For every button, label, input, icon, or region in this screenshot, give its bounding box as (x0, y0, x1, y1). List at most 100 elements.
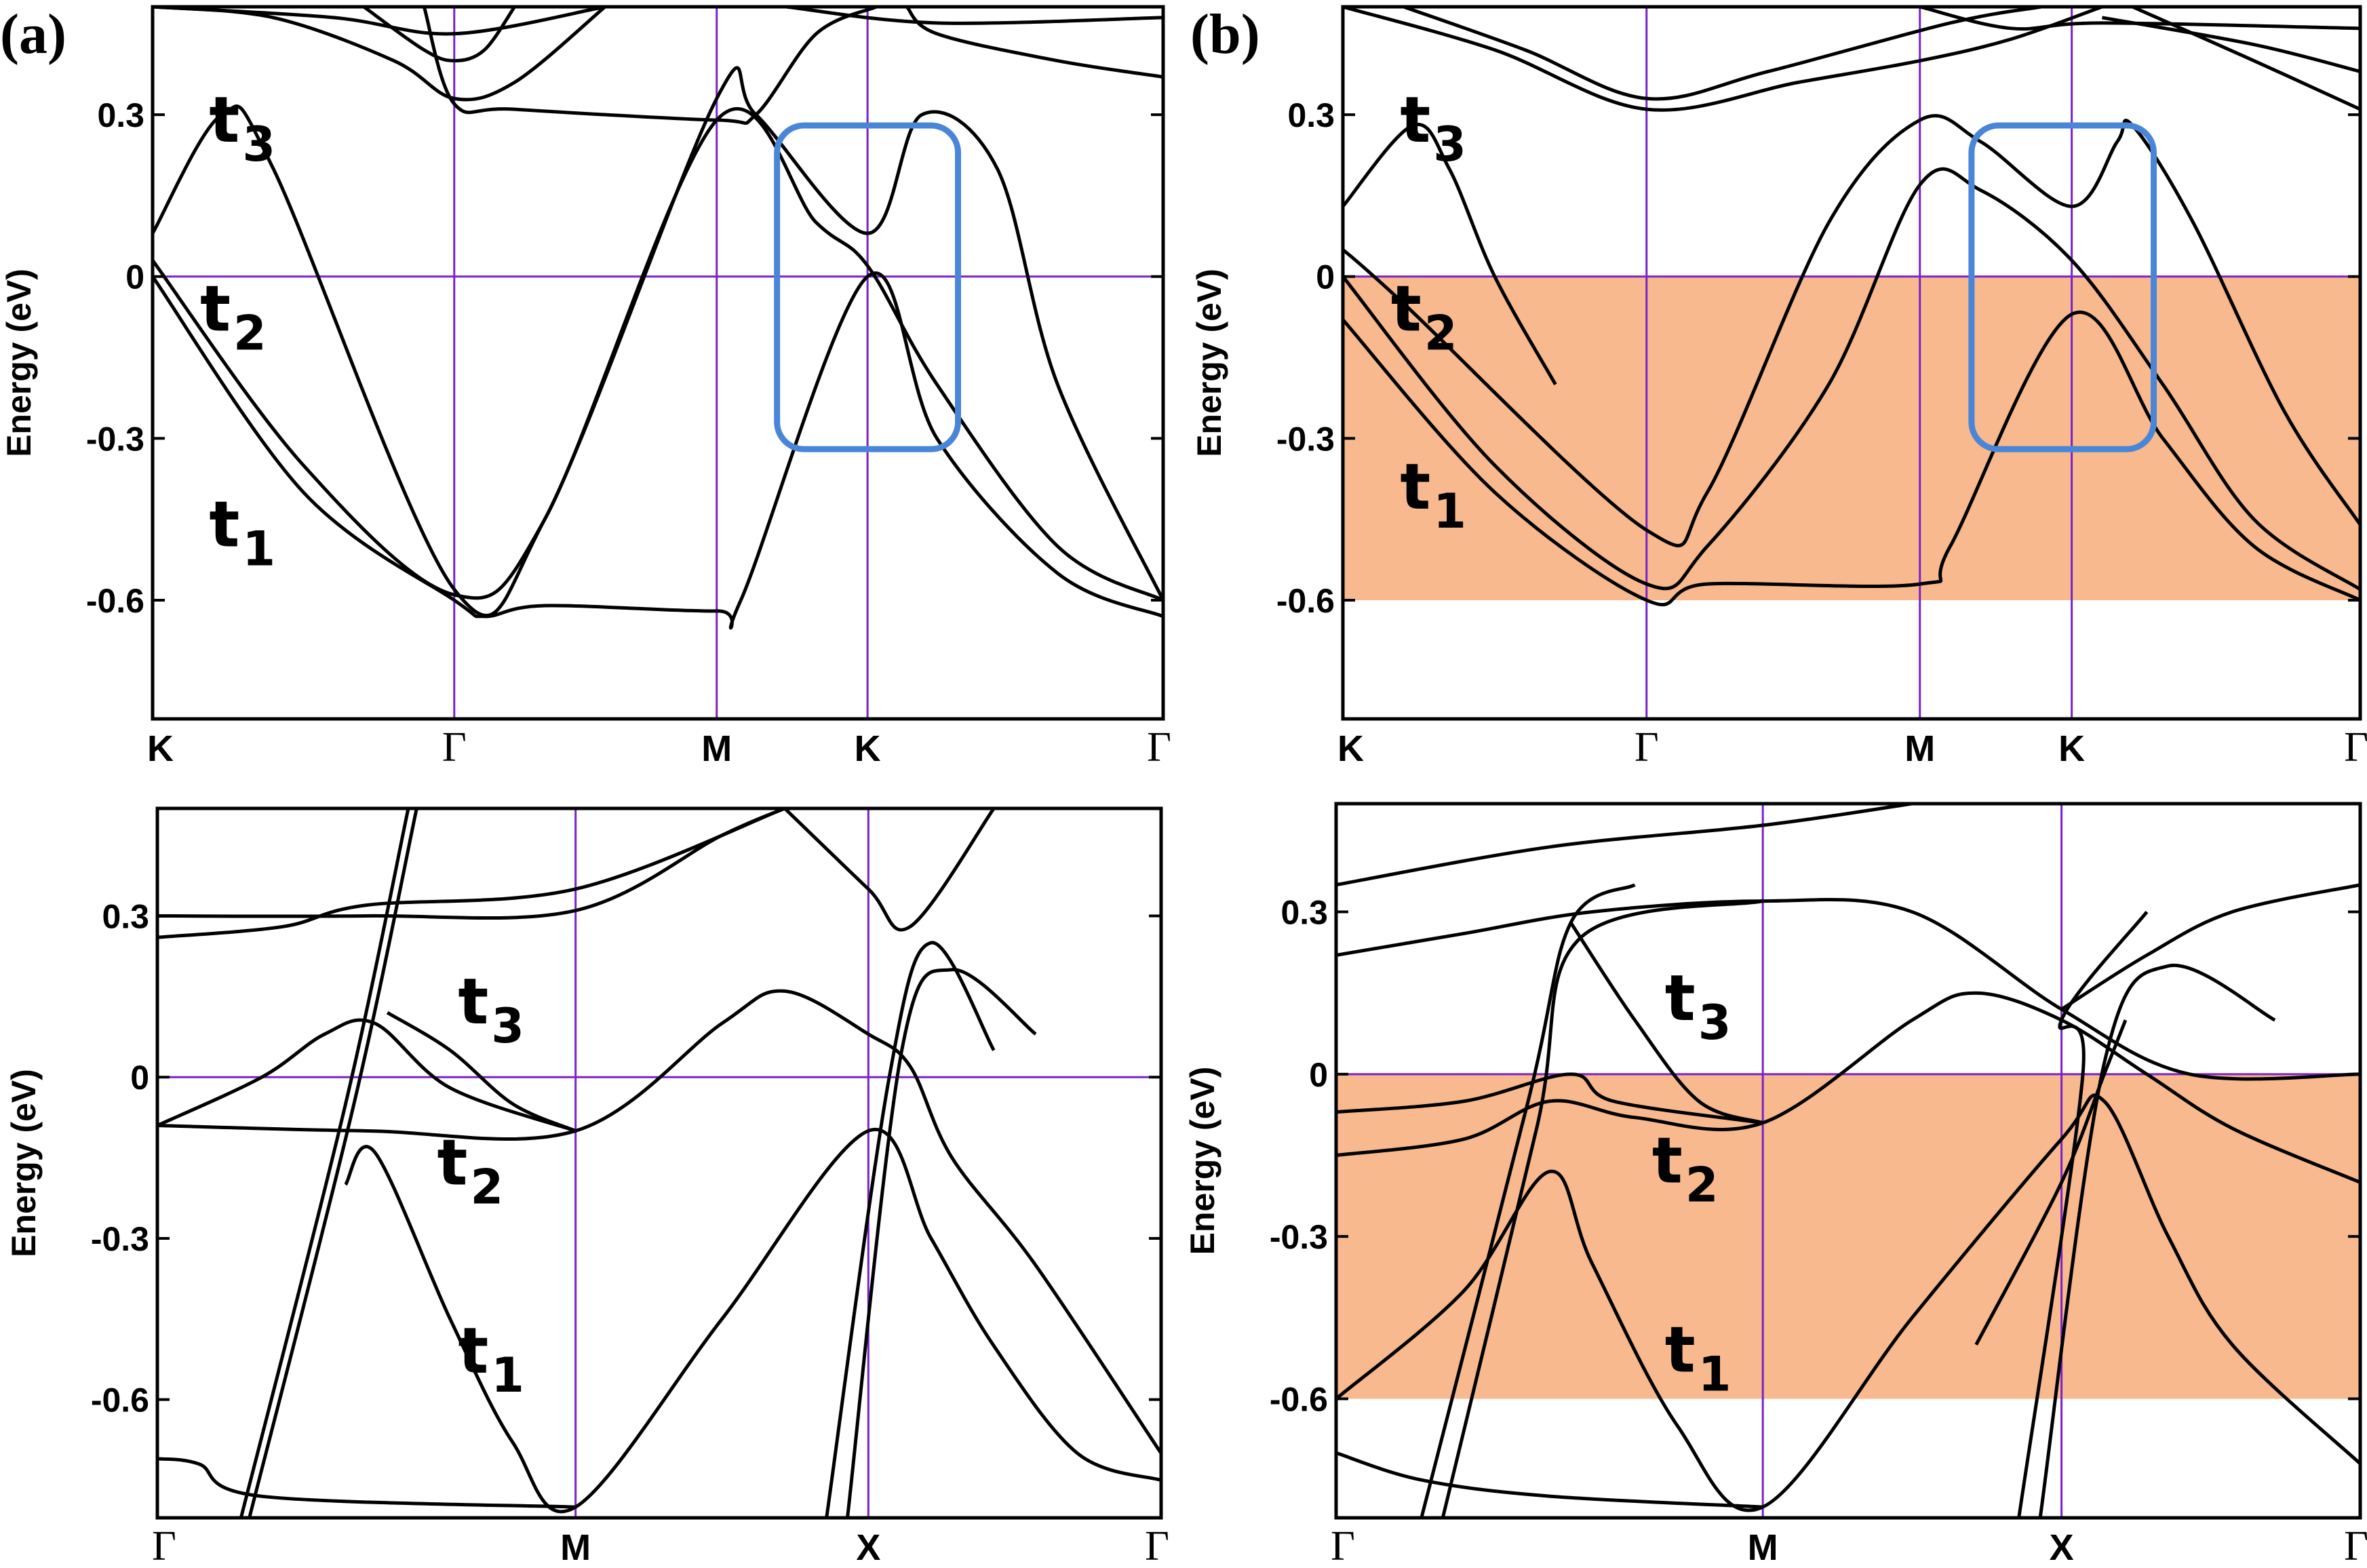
band-t3 (153, 66, 1163, 617)
kpoint-label: X (2050, 1527, 2074, 1568)
panel-label-a: (a) (0, 3, 66, 66)
band-t3 (1343, 114, 2360, 548)
band-steep-3 (2017, 911, 2149, 1518)
yaxis-label: Energy (eV) (0, 269, 38, 457)
ytick-label: 0 (125, 258, 144, 296)
ytick-label: 0 (1309, 1056, 1328, 1094)
plot-area (157, 808, 1161, 1518)
band-label-subscript: 1 (1698, 1347, 1732, 1403)
band-t3 (1336, 1072, 1763, 1125)
band-flat-1 (1336, 1451, 1763, 1509)
band-upper-5 (153, 7, 606, 36)
band-label-t2: t2 (437, 1126, 504, 1215)
band-label-subscript: 2 (233, 305, 267, 361)
band-label-t1: t1 (458, 1314, 524, 1403)
band-label-t2: t2 (1652, 1124, 1719, 1213)
band-label-subscript: 1 (1433, 484, 1466, 539)
band-label-main: t (1665, 1314, 1696, 1388)
band-label-subscript: 2 (1685, 1157, 1719, 1213)
band-label-main: t (458, 965, 488, 1039)
band-t2 (153, 106, 1163, 602)
yaxis-label: Energy (eV) (5, 1069, 43, 1257)
plot-frame (151, 5, 1165, 721)
band-t1 (153, 271, 1163, 630)
k-point-highlight-box (1968, 122, 2157, 452)
band-label-subscript: 2 (470, 1160, 503, 1215)
plot-area (1336, 804, 2360, 1518)
band-t3-b (1569, 922, 1763, 1125)
ytick-label: -0.6 (1270, 1381, 1328, 1419)
band-label-main: t (458, 1314, 488, 1388)
band-t2 (1336, 991, 2360, 1184)
kpoint-label: Γ (1145, 1523, 1169, 1568)
kpoint-label: Γ (2344, 1523, 2367, 1568)
band-label-main: t (200, 272, 231, 346)
band-upper-2 (1403, 7, 2042, 101)
band-label-main: t (1400, 83, 1430, 157)
ytick-label: 0.3 (1280, 894, 1328, 932)
occupied-region-shading (1343, 276, 2360, 600)
band-label-t3: t3 (458, 965, 524, 1054)
band-upper-2 (157, 808, 785, 920)
band-label-main: t (1391, 272, 1422, 346)
kpoint-label: M (1904, 728, 1935, 769)
ytick-label: -0.6 (1276, 582, 1335, 620)
kpoint-label: K (147, 728, 174, 769)
band-upper-3 (2060, 883, 2360, 1011)
band-label-subscript: 2 (1424, 305, 1458, 361)
plot-frame (1341, 5, 2362, 721)
kpoint-label: X (856, 1527, 880, 1568)
band-steep-4 (846, 968, 1037, 1518)
band-label-main: t (209, 488, 239, 562)
band-t1 (344, 1127, 1161, 1514)
yaxis-label: Energy (eV) (1184, 1067, 1221, 1255)
band-upper-5 (1919, 7, 2360, 31)
band-upper-3 (362, 7, 516, 63)
plot-frame (1334, 802, 2362, 1520)
band-upper-3 (783, 808, 996, 932)
band-steep-5 (1974, 1019, 2128, 1346)
band-label-t2: t2 (200, 272, 267, 361)
kpoint-label: K (855, 728, 881, 769)
kpoint-label: M (560, 1527, 591, 1568)
ytick-label: -0.3 (1270, 1218, 1328, 1256)
band-label-main: t (1652, 1124, 1683, 1198)
band-label-main: t (209, 83, 239, 157)
ytick-label: -0.3 (1276, 420, 1335, 458)
band-steep-2 (248, 808, 418, 1518)
ytick-label: 0.3 (1287, 96, 1335, 134)
kpoint-label: Γ (1635, 724, 1659, 770)
band-t1 (1336, 1093, 2360, 1512)
band-label-subscript: 3 (1698, 995, 1732, 1051)
band-upper-3 (2132, 7, 2360, 111)
band-label-t1: t1 (209, 488, 275, 576)
ytick-label: -0.3 (91, 1220, 149, 1258)
band-label-t1: t1 (1400, 450, 1466, 539)
band-upper-2 (422, 7, 878, 125)
ytick-label: 0.3 (97, 96, 144, 134)
band-label-main: t (1665, 962, 1696, 1036)
kpoint-label: Γ (152, 1523, 176, 1568)
k-point-highlight-box (774, 122, 962, 452)
ytick-label: 0.3 (102, 897, 149, 935)
kpoint-label: Γ (1147, 724, 1171, 770)
plot-area (153, 7, 1163, 719)
plot-frame (155, 806, 1163, 1520)
band-steep-1 (239, 808, 410, 1518)
kpoint-label: M (1748, 1527, 1778, 1568)
ytick-label: 0 (130, 1059, 149, 1097)
band-label-subscript: 3 (491, 998, 524, 1054)
band-label-main: t (437, 1126, 468, 1200)
plot-area (1343, 7, 2360, 719)
ytick-label: 0 (1316, 258, 1335, 296)
band-t3-left (1343, 123, 1557, 386)
kpoint-label: Γ (1331, 1523, 1355, 1568)
band-steep-4 (2038, 963, 2276, 1518)
band-steep-3 (825, 941, 996, 1518)
band-t1 (1343, 311, 2360, 607)
kpoint-label: K (2058, 728, 2085, 769)
kpoint-label: Γ (442, 724, 467, 770)
